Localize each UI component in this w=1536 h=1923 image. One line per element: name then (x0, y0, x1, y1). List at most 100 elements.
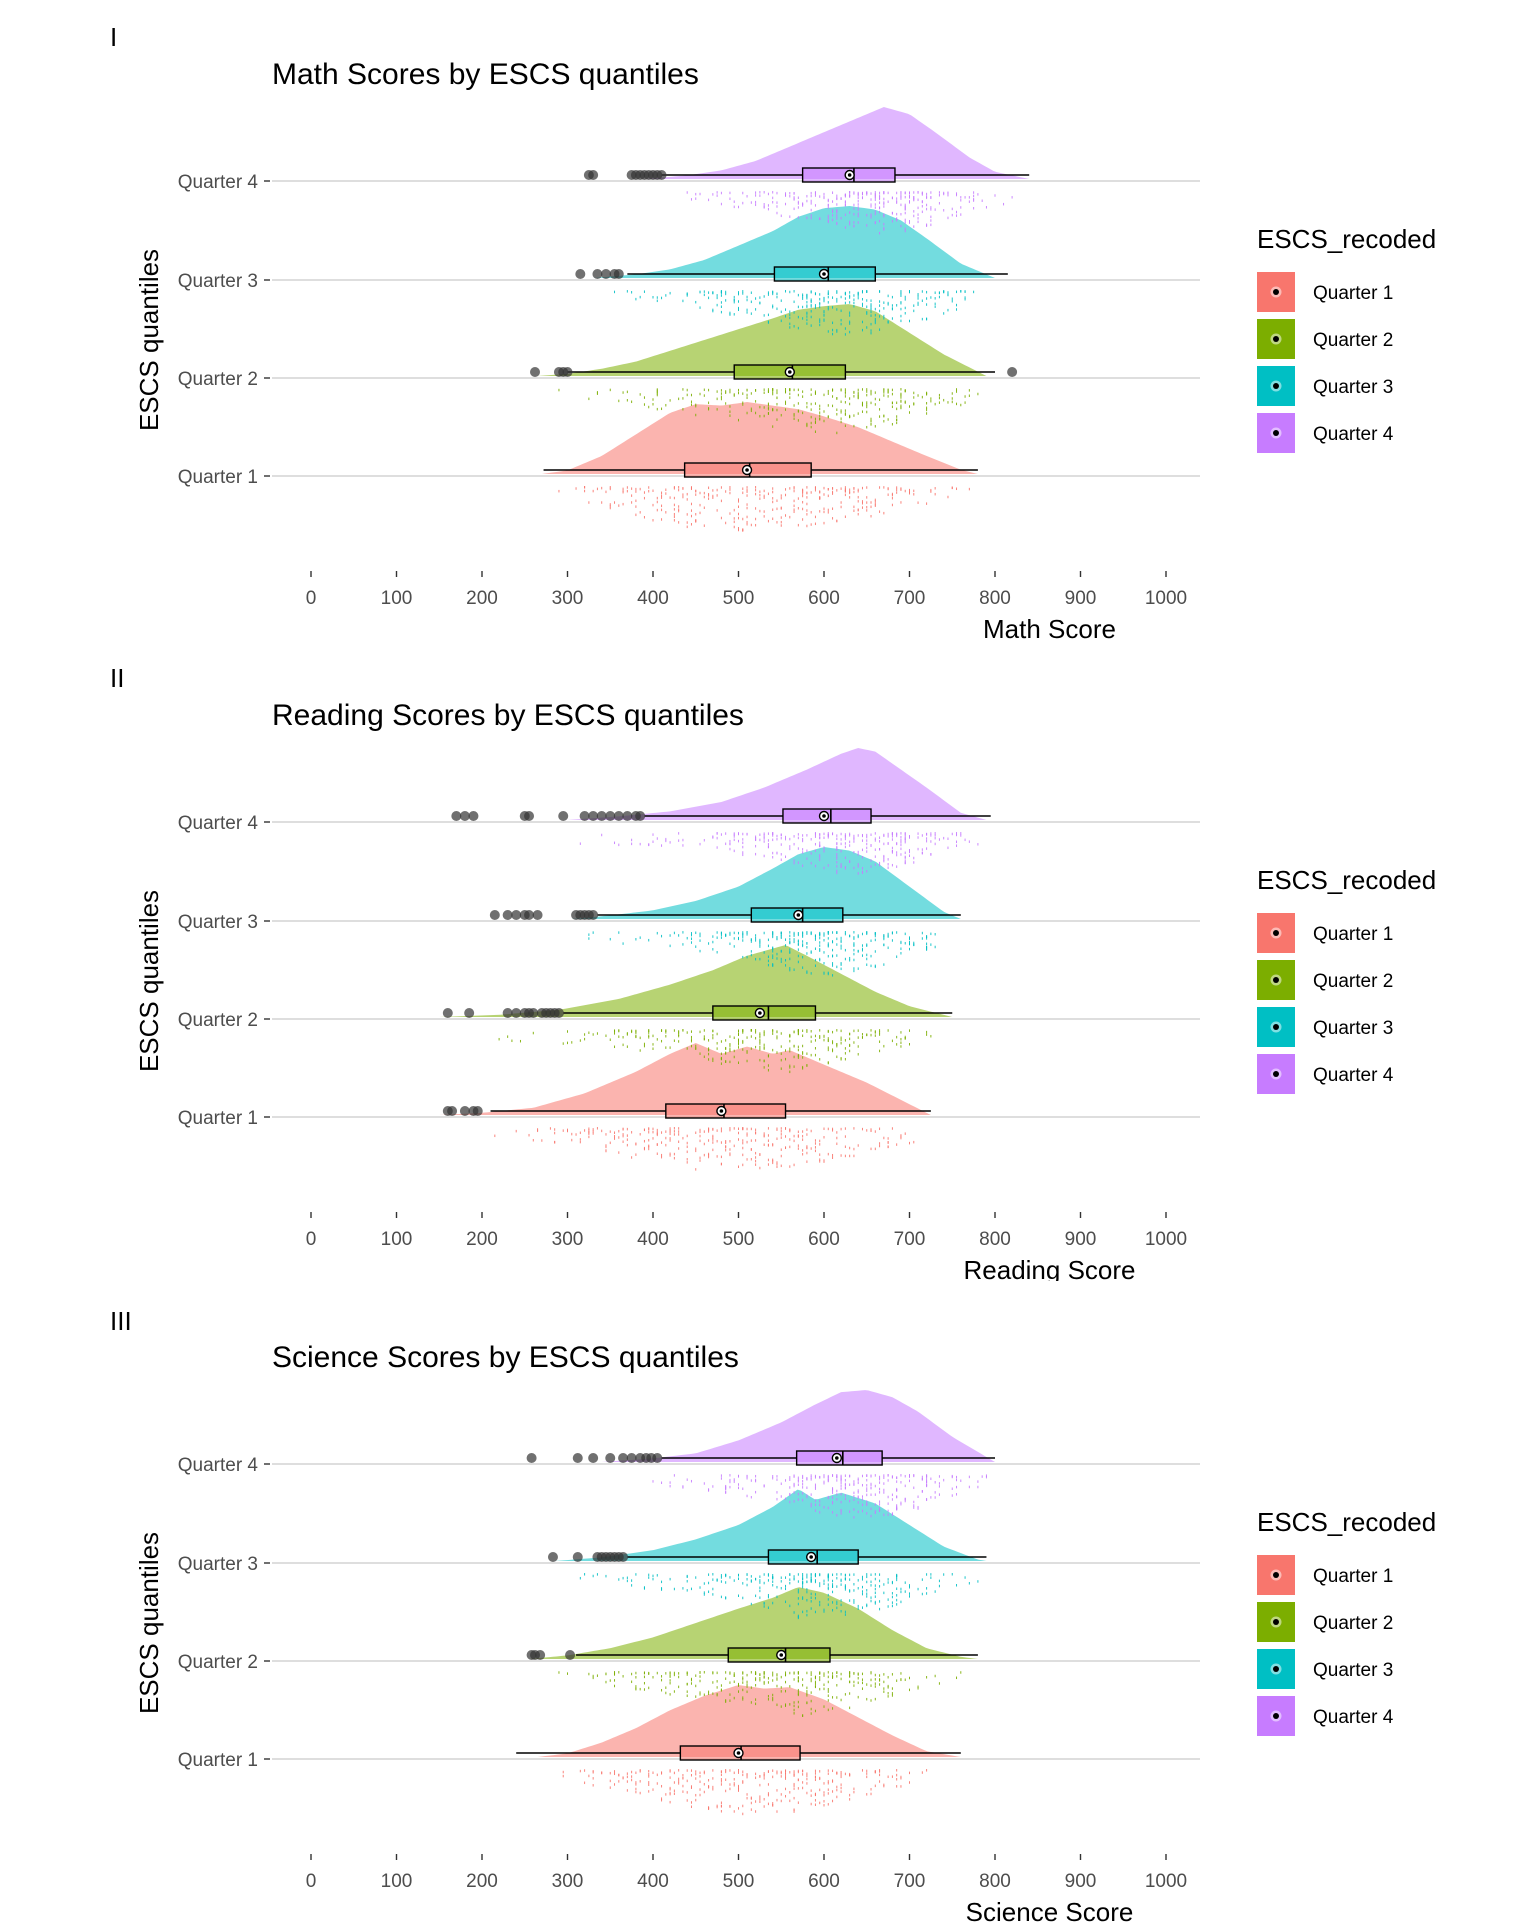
x-tick-label: 200 (466, 588, 498, 609)
mean-dot (745, 468, 749, 472)
x-tick-label: 700 (894, 1229, 926, 1250)
y-tick-label: Quarter 2 (178, 1652, 258, 1673)
x-tick-label: 300 (552, 1871, 584, 1892)
panel-label-1: I (110, 22, 118, 52)
outlier-point (656, 170, 667, 180)
outlier-point (442, 1008, 453, 1018)
x-tick-label: 300 (552, 1229, 584, 1250)
rain-points (498, 1029, 932, 1074)
outlier-point (464, 1008, 475, 1018)
rain-points (494, 1127, 915, 1171)
outlier-point (605, 1453, 616, 1463)
x-tick-label: 900 (1065, 588, 1097, 609)
density-cloud (529, 1587, 978, 1659)
legend-key-dot (1273, 1619, 1279, 1625)
x-axis-label: Math Score (983, 614, 1116, 640)
panel-label-3: III (110, 1306, 132, 1336)
x-axis-label: Science Score (966, 1897, 1134, 1923)
x-tick-label: 700 (894, 588, 926, 609)
x-tick-label: 1000 (1145, 1229, 1187, 1250)
outlier-point (572, 1453, 583, 1463)
x-tick-label: 700 (894, 1871, 926, 1892)
x-tick-label: 1000 (1145, 588, 1187, 609)
y-tick-label: Quarter 4 (178, 1455, 259, 1476)
y-tick-label: Quarter 4 (178, 813, 259, 834)
outlier-point (535, 1650, 546, 1660)
legend-label: Quarter 2 (1313, 1613, 1393, 1634)
rain-points (614, 290, 975, 336)
y-tick-label: Quarter 3 (178, 912, 258, 933)
x-tick-label: 200 (466, 1229, 498, 1250)
y-tick-label: Quarter 4 (178, 172, 259, 193)
mean-dot (847, 173, 852, 177)
legend-title: ESCS_recoded (1257, 1507, 1436, 1537)
outlier-point (618, 1552, 629, 1562)
density-cloud (593, 206, 995, 278)
x-tick-label: 400 (637, 1229, 669, 1250)
outlier-point (526, 1453, 537, 1463)
legend-key-dot (1273, 1071, 1279, 1077)
x-tick-label: 1000 (1145, 1871, 1187, 1892)
rain-points (558, 388, 979, 435)
outlier-point (588, 811, 599, 821)
series-quarter-4 (451, 748, 991, 875)
x-axis-label: Reading Score (964, 1255, 1136, 1281)
legend-label: Quarter 4 (1313, 424, 1394, 445)
x-tick-label: 100 (381, 1229, 413, 1250)
y-axis-label: ESCS quantiles (134, 249, 164, 431)
series-quarter-1 (541, 402, 978, 532)
chart-title: Science Scores by ESCS quantiles (272, 1341, 739, 1374)
outlier-point (511, 1008, 522, 1018)
y-axis-label: ESCS quantiles (134, 890, 164, 1072)
science-chart: Science Scores by ESCS quantiles ESCS qua… (134, 1341, 1436, 1923)
math-chart: Math Scores by ESCS quantiles ESCS quanti… (134, 58, 1436, 640)
outlier-point (528, 1008, 539, 1018)
outlier-point (502, 910, 513, 920)
mean-dot (822, 814, 826, 818)
x-tick-label: 500 (723, 588, 755, 609)
density-cloud (571, 847, 961, 919)
outlier-point (451, 811, 462, 821)
x-tick-label: 300 (552, 588, 584, 609)
series-quarter-4 (583, 107, 1030, 235)
rain-points (558, 486, 970, 532)
outlier-point (622, 811, 633, 821)
outlier-point (588, 170, 599, 180)
x-tick-label: 400 (637, 1871, 669, 1892)
outlier-point (447, 1106, 458, 1116)
outlier-point (468, 811, 479, 821)
x-tick-label: 0 (306, 588, 317, 609)
mean-dot (788, 370, 792, 374)
legend-key-dot (1273, 383, 1279, 389)
series-quarter-1 (516, 1685, 961, 1816)
chart-title: Reading Scores by ESCS quantiles (272, 699, 744, 732)
legend-label: Quarter 4 (1313, 1707, 1394, 1728)
x-tick-label: 0 (306, 1229, 317, 1250)
outlier-point (532, 910, 543, 920)
outlier-point (459, 1106, 470, 1116)
series-quarter-3 (547, 1489, 987, 1620)
mean-dot (758, 1011, 762, 1015)
density-cloud (644, 107, 1030, 179)
legend-key-dot (1273, 977, 1279, 983)
legend: ESCS_recoded Quarter 1 Quarter 2 Quarter 3 Q… (1257, 1507, 1436, 1736)
outlier-point (652, 1453, 663, 1463)
rain-points (562, 1769, 928, 1816)
outlier-point (558, 811, 569, 821)
density-cloud (554, 1489, 987, 1561)
outlier-point (553, 1008, 564, 1018)
mean-dot (736, 1751, 741, 1755)
legend-label: Quarter 1 (1313, 924, 1393, 945)
y-axis-label: ESCS quantiles (134, 1532, 164, 1714)
legend-key-dot (1273, 1713, 1279, 1719)
legend-key-dot (1273, 336, 1279, 342)
density-cloud (541, 402, 978, 474)
density-cloud (537, 304, 987, 376)
outlier-point (511, 910, 522, 920)
series-quarter-3 (489, 847, 961, 977)
series-quarter-1 (439, 1043, 931, 1171)
legend-key-dot (1273, 930, 1279, 936)
outlier-point (605, 811, 616, 821)
reading-chart: Reading Scores by ESCS quantiles ESCS qua… (134, 699, 1436, 1281)
outlier-point (1007, 367, 1018, 377)
